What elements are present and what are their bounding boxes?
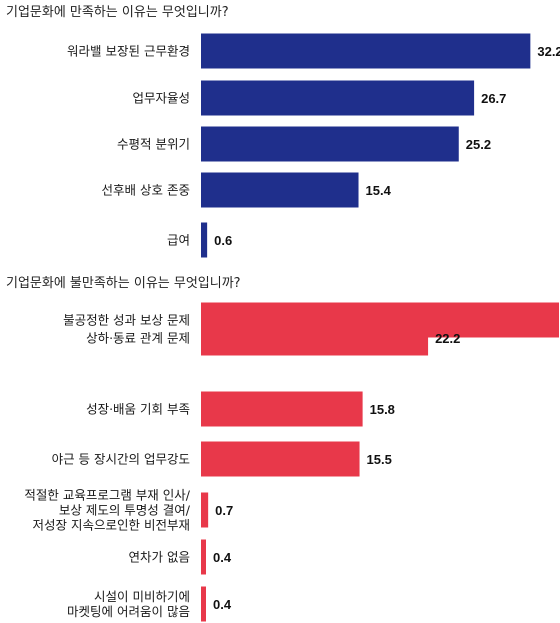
dissatisfied-value-label-2: 15.8 [370,402,395,417]
dissatisfied-category-label-4-0: 적절한 교육프로그램 부재 인사/ [24,488,190,503]
satisfied-title: 기업문화에 만족하는 이유는 무엇입니까? [6,5,229,20]
satisfied-value-label-2: 25.2 [466,137,491,152]
satisfied-bar-1 [201,80,475,116]
satisfied-value-label-3: 15.4 [366,183,392,198]
satisfied-category-label-3: 선후배 상호 존중 [102,183,190,198]
dissatisfied-value-label-5: 0.4 [213,550,232,565]
satisfied-category-label-1: 업무자율성 [132,91,190,106]
dissatisfied-category-label-5: 연차가 없음 [129,550,190,565]
dissatisfied-category-label-4-1: 보상 제도의 투명성 결여/ [59,503,191,518]
satisfied-value-label-4: 0.6 [214,233,232,248]
dissatisfied-category-label-0: 불공정한 성과 보상 문제 [63,313,190,328]
dissatisfied-bar-2 [201,391,363,427]
satisfied-bar-0 [201,33,531,69]
dissatisfied-value-label-4: 0.7 [215,503,233,518]
dissatisfied-value-label-1: 22.2 [435,331,460,346]
dissatisfied-value-label-3: 15.5 [367,452,392,467]
dissatisfied-category-label-6-0: 시설이 미비하기에 [94,589,190,604]
dissatisfied-bar-6 [201,586,206,622]
satisfied-value-label-0: 32.2 [537,44,560,59]
dissatisfied-category-label-6-1: 마켓팅에 어려움이 많음 [67,604,190,619]
satisfied-category-label-0: 워라밸 보장된 근무환경 [67,44,190,59]
dissatisfied-title: 기업문화에 불만족하는 이유는 무엇입니까? [6,276,241,291]
satisfied-bar-2 [201,126,459,162]
satisfied-bars: 워라밸 보장된 근무환경 32.2 업무자율성 26.7 수평적 분위기 25.2 선후배 … [67,33,560,258]
satisfied-bar-4 [201,222,208,258]
dissatisfied-category-label-2: 성장·배움 기회 부족 [86,402,190,417]
dissatisfied-bar-5 [201,539,206,575]
dissatisfied-bar-3 [201,441,360,477]
satisfied-category-label-2: 수평적 분위기 [117,137,190,152]
dissatisfied-category-label-4-2: 저성장 지속으로인한 비전부재 [33,518,190,533]
dissatisfied-category-label-3: 야근 등 장시간의 업무강도 [52,452,190,467]
satisfied-bar-3 [201,172,359,208]
satisfied-value-label-1: 26.7 [481,91,506,106]
dissatisfied-value-label-6: 0.4 [213,597,232,612]
dissatisfied-bar-4 [201,492,209,528]
satisfied-category-label-4: 급여 [167,233,190,248]
dissatisfied-category-label-1: 상하·동료 관계 문제 [86,331,190,346]
dissatisfied-bar-1 [201,320,429,356]
